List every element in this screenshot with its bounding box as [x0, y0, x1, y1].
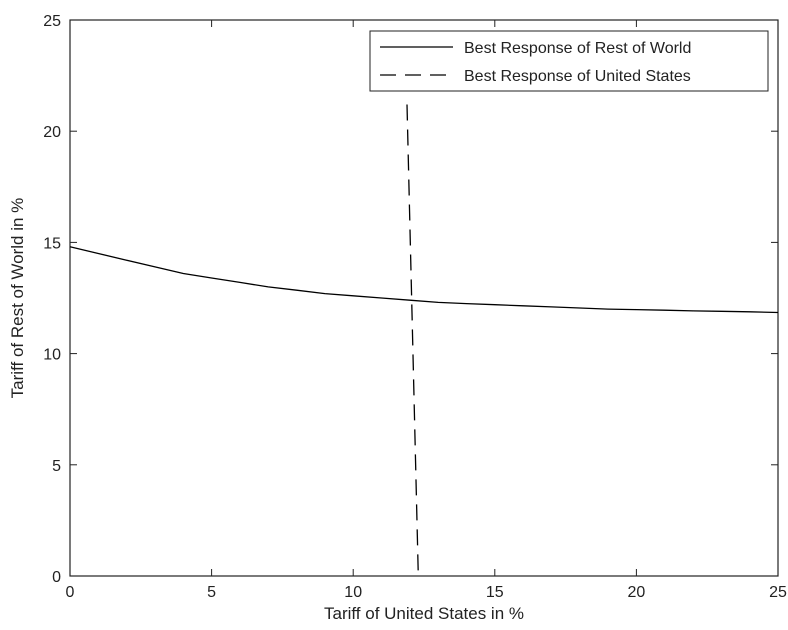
x-axis-label: Tariff of United States in % — [324, 604, 524, 623]
y-tick-label: 0 — [52, 569, 61, 586]
y-tick-label: 15 — [43, 235, 61, 252]
y-tick-label: 5 — [52, 458, 61, 475]
legend-label-rest-of-world: Best Response of Rest of World — [464, 40, 691, 57]
x-tick-label: 25 — [769, 584, 787, 601]
series-layer — [69, 104, 779, 577]
x-tick-label: 0 — [66, 584, 75, 601]
x-tick-label: 5 — [207, 584, 216, 601]
y-tick-label: 25 — [43, 13, 61, 30]
legend-box — [369, 30, 769, 92]
x-tick-label: 10 — [344, 584, 362, 601]
y-tick-label: 20 — [43, 124, 61, 141]
x-tick-label: 20 — [628, 584, 646, 601]
legend-label-united-states: Best Response of United States — [464, 68, 691, 85]
legend: Best Response of Rest of World Best Resp… — [369, 30, 769, 92]
x-tick-label: 15 — [486, 584, 504, 601]
plot-frame — [69, 19, 779, 577]
y-axis-label: Tariff of Rest of World in % — [8, 198, 27, 399]
y-tick-label: 10 — [43, 347, 61, 364]
series-line-united-states — [406, 104, 419, 577]
series-line-rest-of-world — [69, 246, 779, 314]
tick-marks: 0 5 10 15 20 25 0 5 10 15 20 25 — [43, 13, 787, 601]
